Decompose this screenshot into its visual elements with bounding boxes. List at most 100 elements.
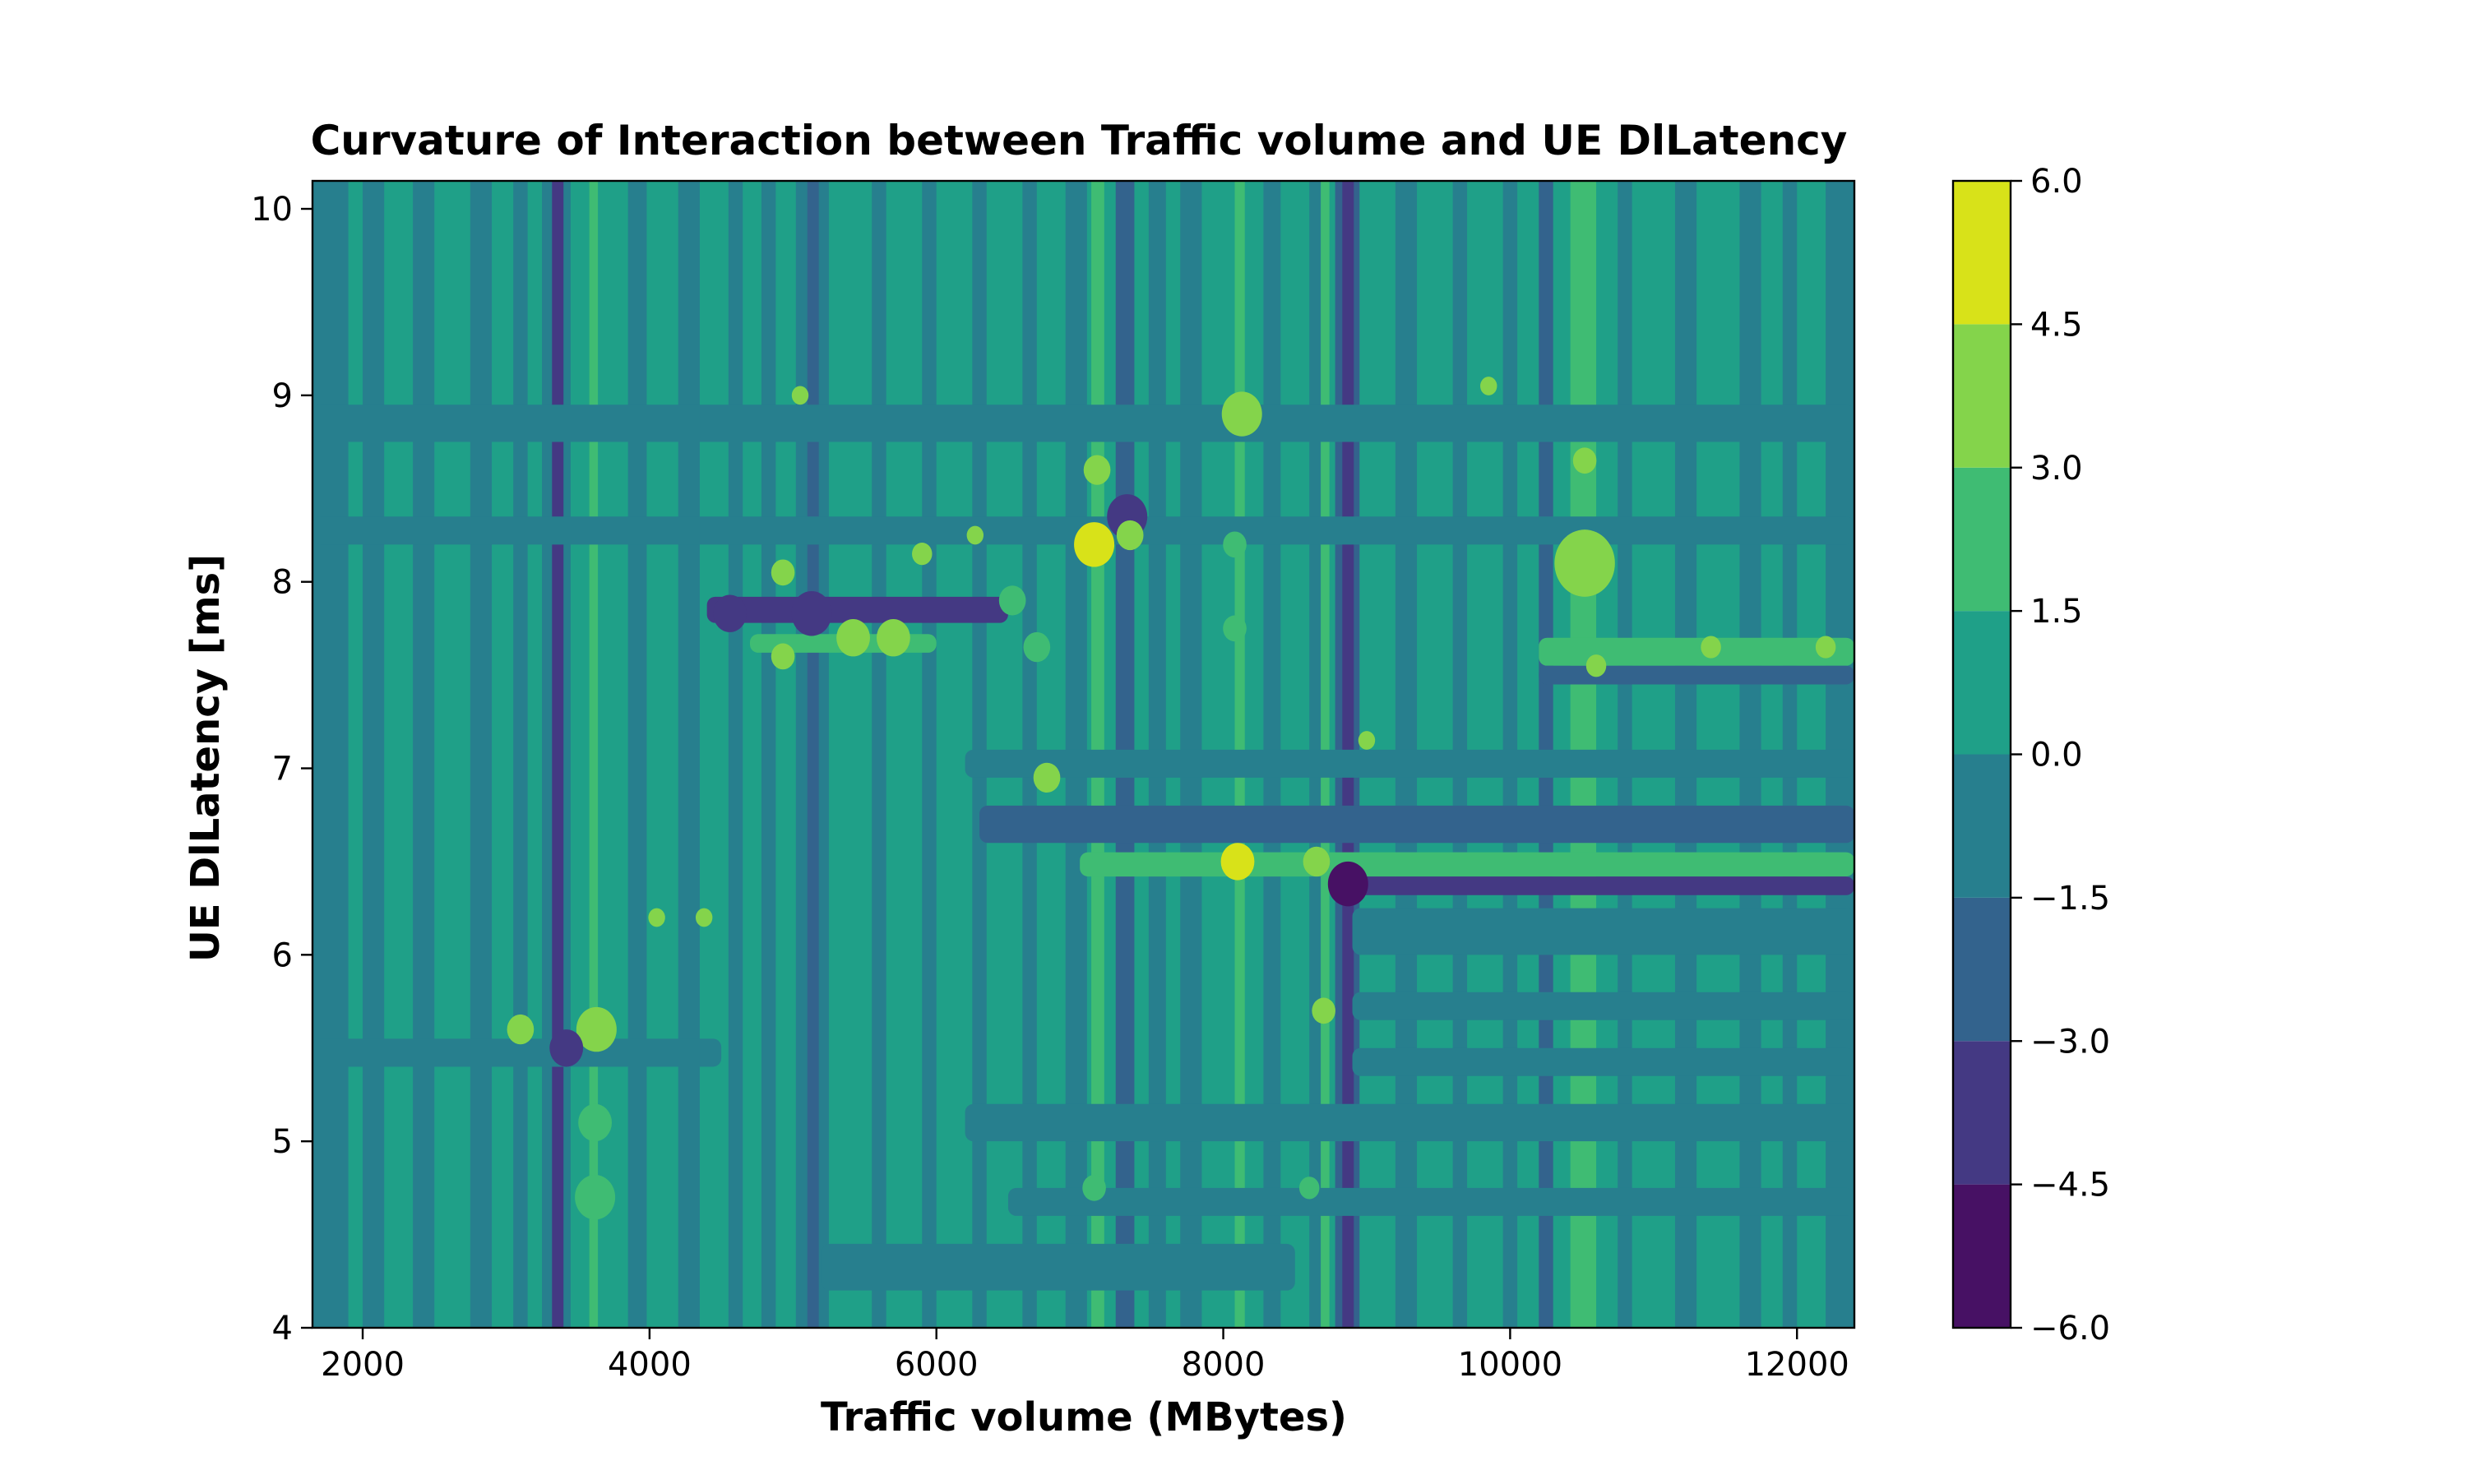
contour-spot — [1223, 531, 1247, 558]
colorbar-tick-label: −4.5 — [2030, 1167, 2110, 1204]
x-tick-label: 4000 — [608, 1346, 692, 1384]
contour-band-horizontal — [1352, 992, 1854, 1020]
contour-spot — [998, 585, 1026, 616]
contour-spot — [1220, 843, 1255, 881]
contour-band-horizontal — [1352, 908, 1854, 955]
contour-spot — [771, 643, 795, 670]
colorbar-segment — [1953, 754, 2011, 898]
contour-band-vertical — [312, 181, 349, 1328]
x-tick-label: 10000 — [1458, 1346, 1562, 1384]
contour-spot — [648, 908, 665, 927]
contour-band-horizontal — [965, 749, 1854, 778]
contour-spot — [1221, 391, 1262, 437]
contour-spot — [876, 619, 910, 657]
colorbar-segment — [1953, 181, 2011, 325]
colorbar-tick-label: −1.5 — [2030, 880, 2110, 918]
plot-frame — [311, 179, 1856, 1329]
y-tick-label: 6 — [272, 936, 293, 974]
contour-spot — [507, 1014, 535, 1045]
contour-band-horizontal — [1331, 876, 1854, 895]
contour-band-vertical — [922, 181, 937, 1328]
contour-band-horizontal — [1539, 637, 1854, 666]
contour-band-horizontal — [822, 1243, 1295, 1291]
colorbar-segment — [1953, 611, 2011, 755]
contour-band-horizontal — [1007, 1187, 1854, 1216]
x-tick-label: 8000 — [1182, 1346, 1266, 1384]
contour-spot — [713, 594, 747, 632]
contour-spot — [1074, 522, 1115, 567]
contour-spot — [771, 559, 795, 586]
contour-band-vertical — [807, 181, 819, 1328]
x-tick-label: 2000 — [321, 1346, 405, 1384]
contour-spot — [1585, 654, 1607, 677]
y-tick-label: 9 — [272, 377, 293, 415]
y-axis: 4 5 6 7 8 9 10 — [251, 191, 312, 1348]
contour-spot — [578, 1103, 613, 1142]
contour-band-vertical — [470, 181, 493, 1328]
colorbar-tick-label: 4.5 — [2030, 306, 2083, 344]
contour-band-vertical — [872, 181, 886, 1328]
contour-spot — [1223, 615, 1247, 642]
colorbar-tick-label: −6.0 — [2030, 1310, 2110, 1348]
contour-spot — [1480, 377, 1497, 395]
contour-spot — [575, 1175, 616, 1220]
y-axis-label: UE DlLatency [ms] — [183, 554, 229, 962]
contour-spot — [549, 1029, 584, 1067]
colorbar-segment — [1953, 1184, 2011, 1328]
colorbar: −6.0 −4.5 −3.0 −1.5 0.0 1.5 3.0 4.5 6.0 — [1951, 163, 2110, 1348]
x-tick-label: 12000 — [1745, 1346, 1849, 1384]
contour-spot — [695, 908, 713, 927]
contour-band-vertical — [363, 181, 385, 1328]
contour-spot — [1298, 1177, 1320, 1200]
contour-band-vertical — [589, 181, 599, 1328]
contour-band-horizontal — [312, 405, 1854, 442]
contour-spot — [1815, 636, 1836, 659]
y-tick-label: 5 — [272, 1123, 293, 1161]
x-axis-label: Traffic volume (MBytes) — [821, 1394, 1347, 1440]
y-tick-label: 10 — [251, 191, 293, 229]
contour-spot — [1358, 731, 1376, 750]
contour-band-vertical — [552, 181, 564, 1328]
contour-band-horizontal — [965, 1103, 1854, 1142]
colorbar-segment — [1953, 897, 2011, 1042]
contour-spot — [791, 386, 809, 405]
colorbar-tick-label: 6.0 — [2030, 163, 2083, 201]
colorbar-tick-label: 1.5 — [2030, 593, 2083, 631]
y-tick-label: 8 — [272, 564, 293, 602]
contour-band-horizontal — [1080, 852, 1854, 877]
contour-band-horizontal — [706, 596, 1008, 623]
contour-spot — [1033, 762, 1061, 793]
contour-spot — [1082, 1175, 1106, 1201]
plot-area — [312, 181, 1854, 1328]
contour-spot — [1312, 997, 1335, 1024]
contour-band-vertical — [728, 181, 743, 1328]
contour-band-horizontal — [1539, 665, 1854, 685]
contour-spot — [912, 543, 933, 566]
contour-spot — [1083, 455, 1111, 485]
contour-spot — [791, 591, 832, 636]
colorbar-tick-label: 0.0 — [2030, 737, 2083, 774]
contour-band-vertical — [761, 181, 776, 1328]
contour-spot — [1116, 520, 1144, 551]
contour-spot — [1701, 636, 1721, 659]
contour-band-vertical — [413, 181, 435, 1328]
colorbar-segment — [1953, 324, 2011, 468]
colorbar-segment — [1953, 1041, 2011, 1185]
colorbar-segment — [1953, 467, 2011, 612]
contour-band-horizontal — [979, 805, 1854, 844]
contour-spot — [576, 1006, 617, 1052]
x-tick-label: 6000 — [895, 1346, 979, 1384]
contour-spot — [1303, 846, 1331, 877]
contour-band-vertical — [627, 181, 647, 1328]
chart-title: Curvature of Interaction between Traffic… — [311, 117, 1848, 164]
colorbar-tick-label: −3.0 — [2030, 1023, 2110, 1061]
contour-band-vertical — [678, 181, 700, 1328]
y-tick-label: 7 — [272, 751, 293, 788]
contour-spot — [836, 619, 870, 657]
colorbar-tick-label: 3.0 — [2030, 450, 2083, 488]
contour-spot — [1023, 631, 1051, 663]
contour-band-vertical — [513, 181, 528, 1328]
contour-band-horizontal — [312, 1038, 722, 1067]
